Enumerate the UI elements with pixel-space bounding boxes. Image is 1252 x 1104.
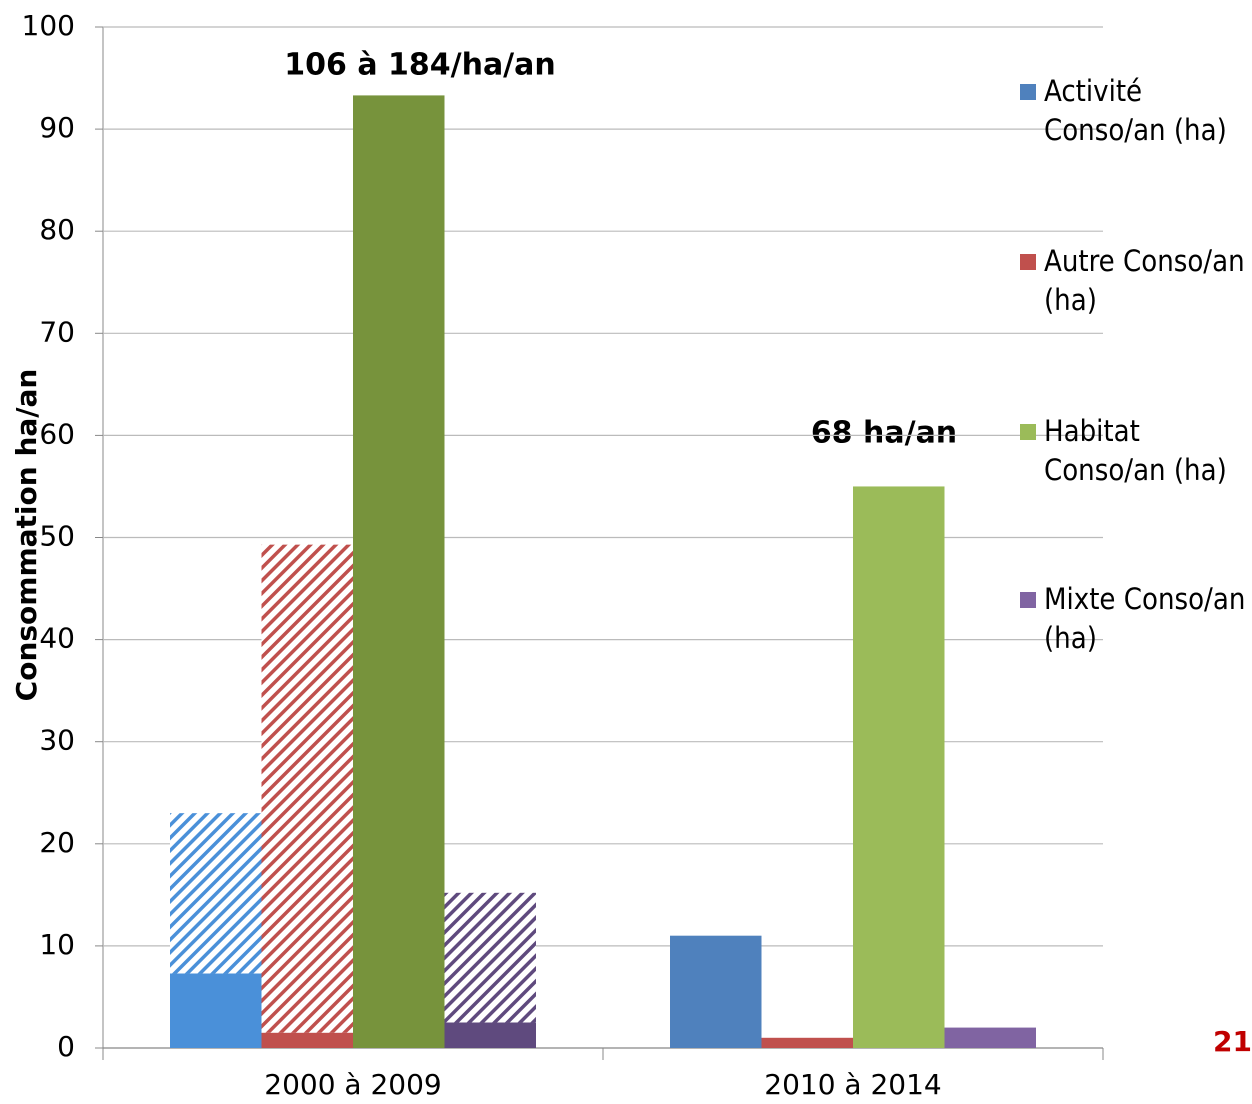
- y-tick-label: 70: [39, 315, 75, 348]
- x-tick-label: 2000 à 2009: [264, 1068, 441, 1101]
- bar: [261, 1032, 353, 1048]
- annotation: 68 ha/an: [811, 416, 957, 451]
- bar: [670, 935, 762, 1048]
- y-tick-label: 80: [39, 213, 75, 246]
- bar: [353, 95, 445, 1049]
- bar: [853, 486, 945, 1048]
- y-tick-label: 10: [39, 928, 75, 961]
- legend-label: Activité Conso/an (ha): [1044, 74, 1227, 147]
- y-tick-label: 60: [39, 417, 75, 450]
- legend-swatch: [1020, 254, 1036, 270]
- legend-label: Habitat Conso/an (ha): [1044, 414, 1227, 487]
- bar: [761, 1037, 853, 1048]
- legend-swatch: [1020, 424, 1036, 440]
- bar: [170, 973, 262, 1048]
- y-tick-label: 50: [39, 520, 75, 553]
- y-tick-label: 100: [22, 9, 75, 42]
- y-tick-label: 0: [57, 1030, 75, 1063]
- hatched-bar: [170, 813, 262, 974]
- hatched-bar: [444, 892, 536, 1023]
- y-axis-label: Consommation ha/an: [10, 369, 43, 702]
- x-tick-label: 2010 à 2014: [764, 1068, 941, 1101]
- hatched-bar: [261, 544, 353, 1033]
- legend-label: Autre Conso/an (ha): [1044, 244, 1245, 317]
- legend-swatch: [1020, 592, 1036, 608]
- page-number: 21: [1213, 1025, 1252, 1058]
- y-tick-label: 20: [39, 826, 75, 859]
- legend-swatch: [1020, 84, 1036, 100]
- y-tick-label: 30: [39, 724, 75, 757]
- bar: [444, 1022, 536, 1048]
- annotation: 106 à 184/ha/an: [284, 48, 556, 83]
- bar: [944, 1027, 1036, 1048]
- y-tick-label: 90: [39, 111, 75, 144]
- y-tick-label: 40: [39, 622, 75, 655]
- legend-label: Mixte Conso/an (ha): [1044, 582, 1246, 655]
